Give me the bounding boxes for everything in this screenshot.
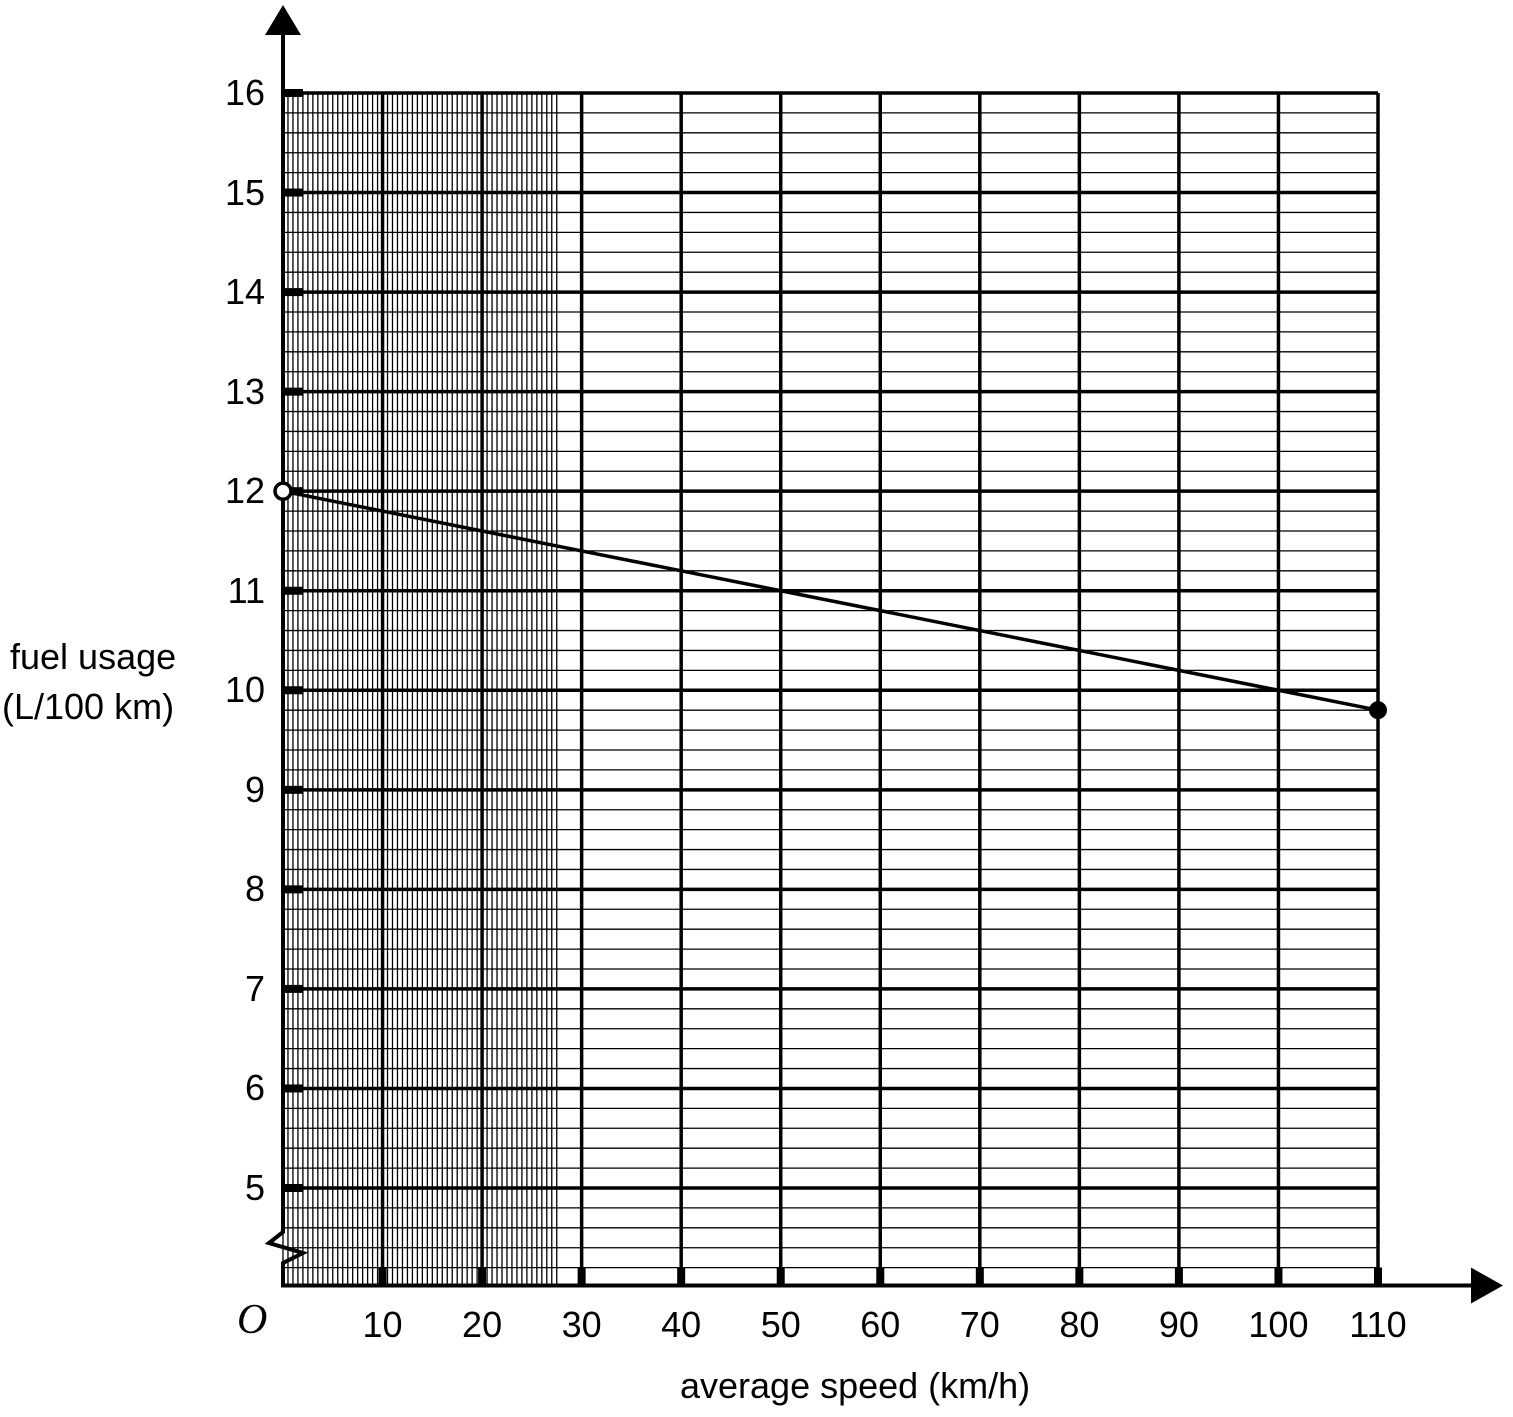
y-tick-label: 8	[244, 868, 265, 910]
y-tick-label: 5	[244, 1167, 265, 1208]
y-tick-label: 16	[224, 72, 265, 113]
x-tick-label: 80	[1059, 1304, 1100, 1345]
y-tick-label: 9	[244, 768, 265, 810]
x-tick-label: 90	[1158, 1304, 1199, 1345]
fuel-usage-line	[282, 489, 1379, 712]
x-tick-label: 60	[860, 1304, 901, 1345]
x-tick-label: 40	[661, 1304, 702, 1345]
origin-label: O	[237, 1297, 268, 1343]
y-tick-label: 15	[224, 171, 265, 213]
x-tick-label: 50	[760, 1304, 801, 1345]
y-tick-label: 10	[224, 669, 265, 711]
y-tick-label: 12	[224, 470, 265, 512]
x-tick-label: 70	[959, 1304, 1000, 1345]
x-tick-label: 110	[1349, 1304, 1407, 1345]
x-tick-label: 100	[1248, 1304, 1309, 1345]
y-axis-label-line1: fuel usage	[10, 636, 177, 677]
start-point-open-circle	[273, 481, 293, 501]
y-axis-label-line2: (L/100 km)	[2, 686, 175, 727]
x-axis-label: average speed (km/h)	[680, 1365, 1031, 1406]
y-tick-label: 14	[224, 271, 265, 313]
y-tick-label: 7	[244, 967, 265, 1009]
x-tick-label: 20	[462, 1304, 503, 1345]
x-tick-label: 30	[561, 1304, 602, 1345]
y-tick-label: 13	[224, 370, 265, 412]
y-tick-label: 6	[244, 1067, 265, 1109]
y-tick-label: 11	[227, 569, 265, 611]
end-point-closed-circle	[1369, 701, 1387, 720]
x-tick-label: 10	[362, 1304, 403, 1345]
